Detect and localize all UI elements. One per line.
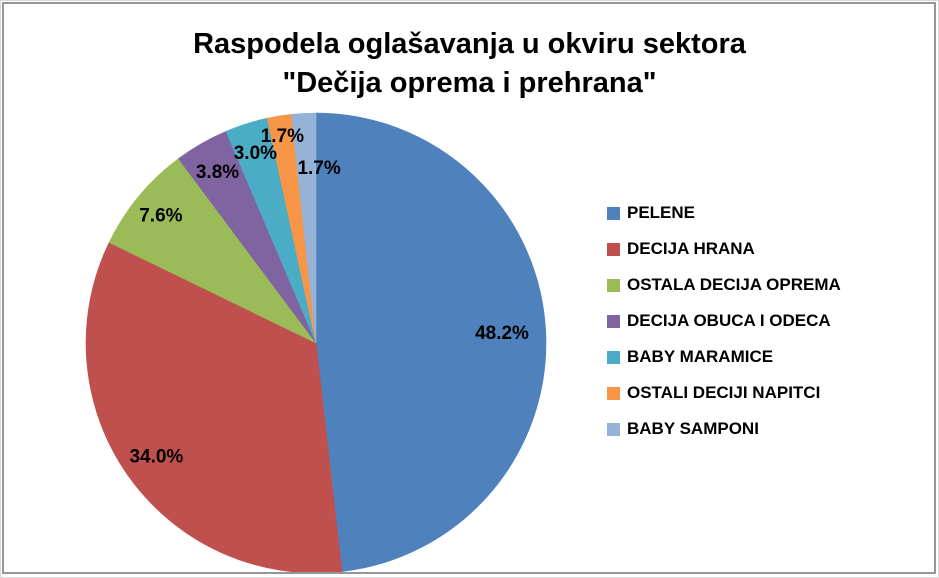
pie-value-label: 1.7% [297,158,340,179]
legend-label: OSTALI DECIJI NAPITCI [627,383,821,402]
chart-title: Raspodela oglašavanja u okviru sektora "… [1,25,938,103]
chart-title-line-2: "Dečija oprema i prehrana" [282,67,657,99]
legend-swatch-icon [607,386,620,400]
legend-swatch-icon [607,242,620,256]
legend-label: OSTALA DECIJA OPREMA [627,275,841,294]
pie-slice-pelene [315,112,547,572]
legend-item-decija-hrana: DECIJA HRANA [607,231,841,267]
pie-value-label: 3.8% [196,162,239,183]
legend-item-ostala-decija-oprema: OSTALA DECIJA OPREMA [607,267,841,303]
legend-item-pelene: PELENE [607,195,841,231]
legend-label: BABY MARAMICE [627,347,774,366]
legend-item-ostali-deciji-napitci: OSTALI DECIJI NAPITCI [607,375,841,411]
legend-item-baby-maramice: BABY MARAMICE [607,339,841,375]
legend-label: DECIJA HRANA [627,239,755,258]
pie-value-label: 1.7% [261,126,304,147]
pie-value-label: 3.0% [234,143,277,164]
legend-label: DECIJA OBUCA I ODECA [627,311,831,330]
legend-label: PELENE [627,203,696,222]
pie-value-label: 34.0% [129,447,183,468]
legend-label: BABY SAMPONI [627,419,759,438]
pie-value-label: 48.2% [475,323,529,344]
pie-slice-decija-hrana [85,242,343,574]
legend-swatch-icon [607,278,620,292]
legend-swatch-icon [607,206,620,220]
pie-slice-ostala-decija-oprema [108,158,317,344]
chart-title-line-1: Raspodela oglašavanja u okviru sektora [193,28,746,60]
legend-swatch-icon [607,422,620,436]
pie-slice-baby-samponi [291,112,317,344]
legend: PELENE DECIJA HRANA OSTALA DECIJA OPREMA DE… [607,195,841,447]
legend-swatch-icon [607,314,620,328]
legend-swatch-icon [607,350,620,364]
legend-item-baby-samponi: BABY SAMPONI [607,411,841,447]
pie-value-label: 7.6% [139,205,182,226]
legend-item-decija-obuca-i-odeca: DECIJA OBUCA I ODECA [607,303,841,339]
